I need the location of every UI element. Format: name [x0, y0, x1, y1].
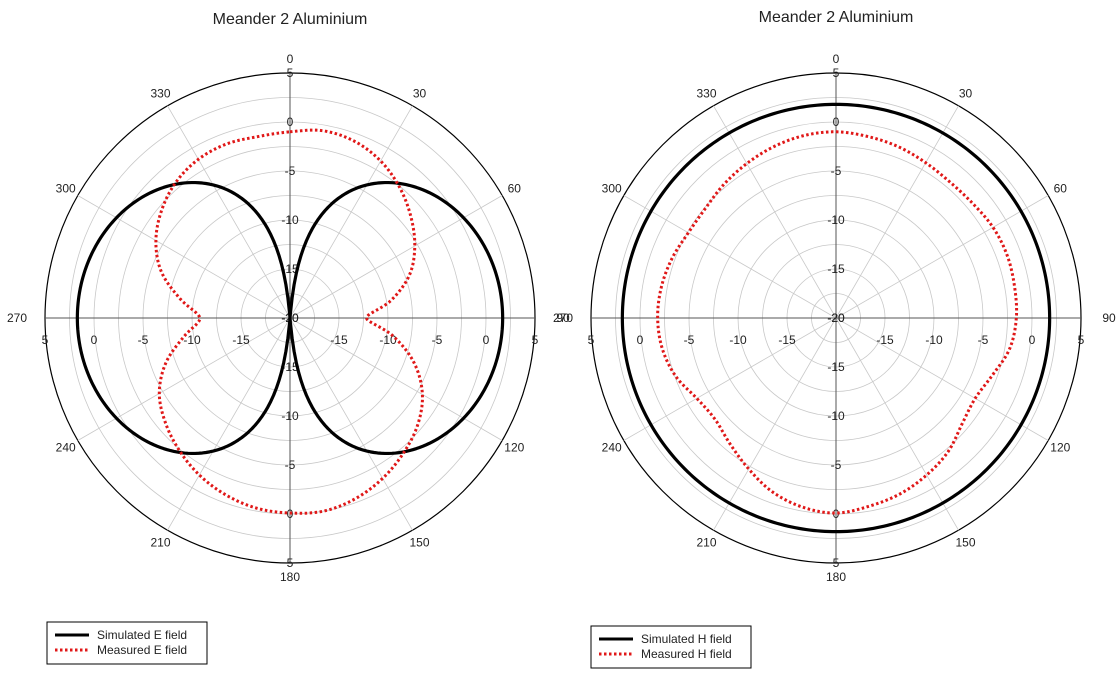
- measured-series-line: [154, 128, 424, 515]
- angle-tick-label: 30: [413, 87, 427, 101]
- radial-tick-label: -5: [432, 333, 443, 347]
- radial-tick-label: -20: [827, 311, 845, 325]
- radial-tick-label: 0: [287, 115, 294, 129]
- angle-tick-label: 30: [959, 87, 973, 101]
- radial-tick-label: -10: [379, 333, 397, 347]
- radial-tick-label: 5: [532, 333, 539, 347]
- angle-tick-label: 180: [280, 570, 300, 584]
- radial-tick-label: -10: [729, 333, 747, 347]
- simulated-series-line: [75, 180, 505, 456]
- legend-label: Simulated H field: [641, 632, 732, 646]
- angle-tick-label: 0: [287, 52, 294, 66]
- radial-tick-label: -15: [232, 333, 250, 347]
- angle-tick-label: 0: [833, 52, 840, 66]
- angle-tick-label: 330: [150, 87, 170, 101]
- radial-tick-label: -5: [285, 458, 296, 472]
- radial-tick-label: -10: [281, 409, 299, 423]
- radial-tick-label: -10: [183, 333, 201, 347]
- grid-spoke: [77, 195, 291, 319]
- angle-tick-label: 180: [826, 570, 846, 584]
- radial-tick-label: -10: [925, 333, 943, 347]
- radial-tick-label: -5: [831, 164, 842, 178]
- radial-tick-label: -20: [827, 311, 845, 325]
- grid-spoke: [835, 105, 959, 319]
- radial-tick-label: -5: [684, 333, 695, 347]
- polar-chart-h-field: Meander 2 Aluminium 0 30 60 90 120 150 180 210 2…: [553, 9, 1116, 669]
- simulated-series-line: [620, 102, 1052, 534]
- angle-tick-label: 150: [409, 535, 429, 549]
- radial-tick-label: -5: [831, 458, 842, 472]
- radial-tick-label: 5: [287, 556, 294, 570]
- chart-title: Meander 2 Aluminium: [759, 9, 914, 26]
- grid-spoke: [289, 105, 413, 319]
- legend-label: Measured H field: [641, 647, 732, 661]
- angle-tick-label: 210: [696, 535, 716, 549]
- radial-tick-label: -10: [827, 213, 845, 227]
- grid-spoke: [167, 105, 291, 319]
- grid-spoke: [713, 317, 837, 531]
- legend-box: [46, 621, 208, 665]
- radial-tick-label: 0: [483, 333, 490, 347]
- chart-title: Meander 2 Aluminium: [213, 11, 368, 28]
- angle-tick-label: 270: [7, 311, 27, 325]
- legend-label: Simulated E field: [97, 628, 187, 642]
- angle-tick-label: 150: [955, 535, 975, 549]
- radial-tick-label: 5: [42, 333, 49, 347]
- grid-spoke: [77, 317, 291, 441]
- angle-tick-label: 270: [553, 311, 573, 325]
- radial-tick-label: -15: [827, 360, 845, 374]
- radial-tick-label: 0: [833, 507, 840, 521]
- grid-spoke: [289, 317, 503, 441]
- angle-tick-label: 240: [602, 441, 622, 455]
- radial-tick-label: 0: [637, 333, 644, 347]
- polar-chart-e-field: Meander 2 Aluminium 0 30 60 90 120 150 180 210 2…: [7, 11, 570, 665]
- angle-tick-label: 300: [56, 182, 76, 196]
- radial-tick-label: -10: [281, 213, 299, 227]
- radial-tick-label: 0: [833, 115, 840, 129]
- radial-tick-label: -15: [778, 333, 796, 347]
- radial-tick-label: -10: [827, 409, 845, 423]
- grid-spoke: [835, 317, 1049, 441]
- grid-spoke: [167, 317, 291, 531]
- legend-box: [590, 625, 752, 669]
- radial-tick-label: 5: [833, 66, 840, 80]
- legend-label: Measured E field: [97, 643, 187, 657]
- angle-tick-label: 300: [602, 182, 622, 196]
- radial-tick-label: 0: [1029, 333, 1036, 347]
- radial-tick-label: -15: [876, 333, 894, 347]
- radial-tick-label: -5: [285, 164, 296, 178]
- angle-tick-label: 90: [1102, 311, 1116, 325]
- angle-tick-label: 60: [508, 182, 522, 196]
- radial-tick-label: -15: [281, 360, 299, 374]
- grid-spoke: [289, 317, 413, 531]
- radial-tick-label: 0: [91, 333, 98, 347]
- grid-spoke: [835, 317, 959, 531]
- angle-tick-label: 240: [56, 441, 76, 455]
- angle-tick-label: 60: [1054, 182, 1068, 196]
- grid-spoke: [623, 317, 837, 441]
- radial-tick-label: -5: [138, 333, 149, 347]
- radial-tick-label: -15: [330, 333, 348, 347]
- angle-tick-label: 120: [1050, 441, 1070, 455]
- radial-tick-label: 5: [287, 66, 294, 80]
- radial-tick-label: -5: [978, 333, 989, 347]
- grid-spoke: [713, 105, 837, 319]
- angle-tick-label: 120: [504, 441, 524, 455]
- angle-tick-label: 210: [150, 535, 170, 549]
- grid-spoke: [835, 195, 1049, 319]
- radial-tick-label: -15: [827, 262, 845, 276]
- grid-spoke: [623, 195, 837, 319]
- radial-tick-label: -15: [281, 262, 299, 276]
- radial-tick-label: 5: [1078, 333, 1085, 347]
- radial-tick-label: 5: [833, 556, 840, 570]
- radial-tick-label: 5: [588, 333, 595, 347]
- angle-tick-label: 90: [556, 311, 570, 325]
- grid-spoke: [289, 195, 503, 319]
- angle-tick-label: 330: [696, 87, 716, 101]
